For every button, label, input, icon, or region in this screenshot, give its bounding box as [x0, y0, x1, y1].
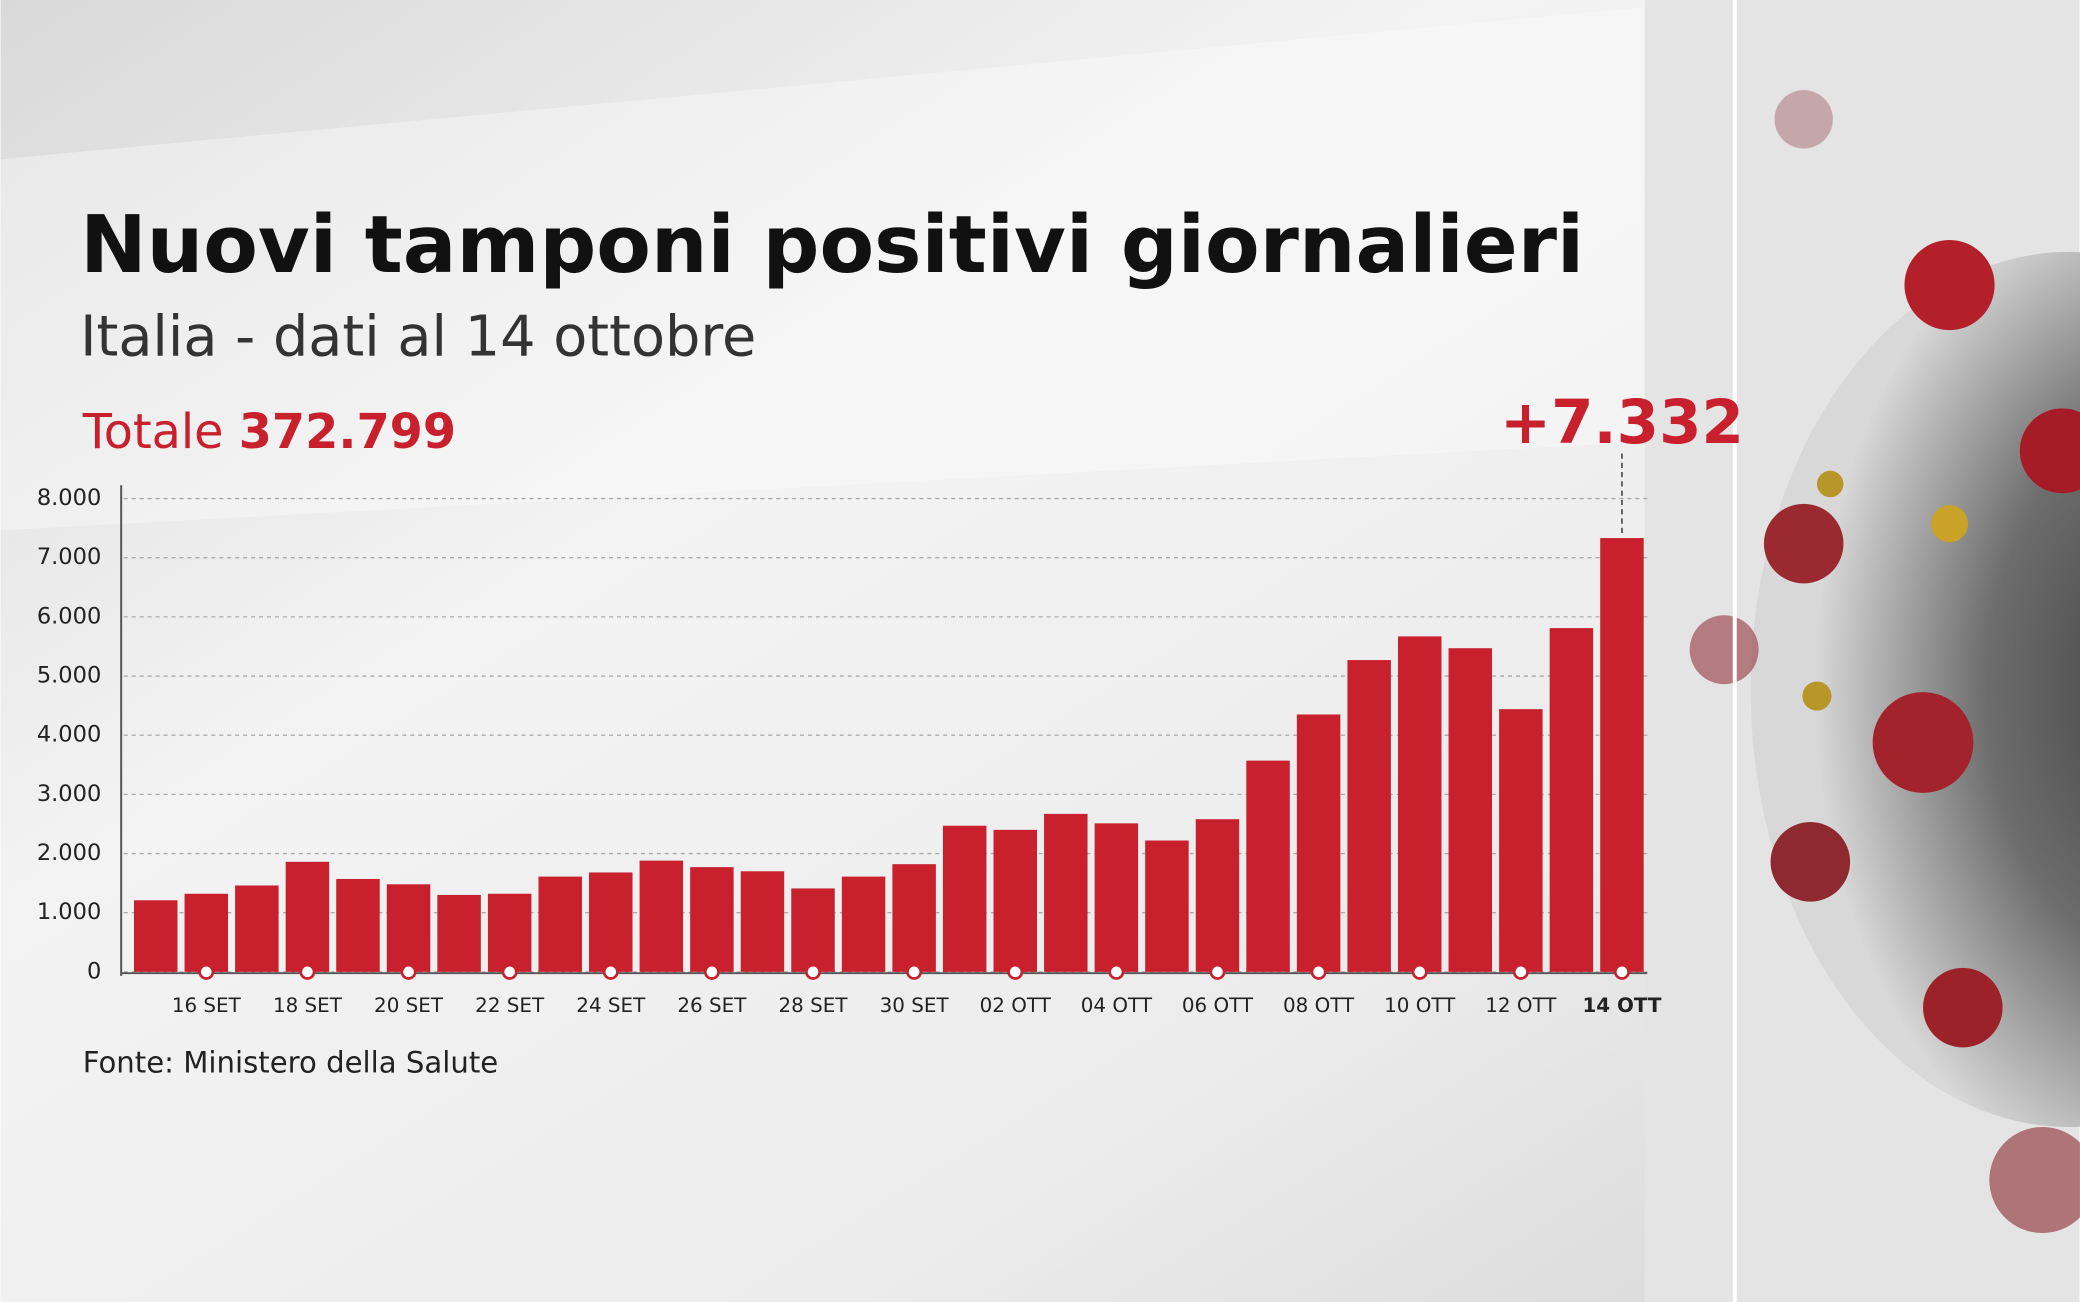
y-tick-label: 1.000 — [37, 899, 101, 925]
x-tick-label: 20 SET — [374, 994, 444, 1017]
x-tick-label: 18 SET — [273, 994, 343, 1017]
x-tick-marker — [1310, 963, 1327, 980]
bar — [538, 876, 582, 972]
y-tick-label: 6.000 — [37, 603, 101, 629]
bar — [235, 885, 279, 972]
virus-illustration — [1644, 0, 2080, 1302]
bar — [690, 867, 734, 972]
y-tick-label: 5.000 — [37, 663, 101, 689]
bar — [740, 871, 785, 972]
x-tick-marker — [703, 963, 720, 980]
bar — [133, 900, 178, 972]
bar — [437, 894, 481, 972]
y-tick-label: 0 — [87, 958, 101, 984]
y-tick-label: 4.000 — [37, 722, 101, 748]
bar — [1246, 760, 1290, 972]
bar — [589, 872, 633, 972]
x-tick-label: 02 OTT — [980, 994, 1052, 1017]
bar — [1347, 660, 1391, 972]
bar — [1296, 714, 1341, 972]
x-tick-marker — [1209, 963, 1226, 980]
x-tick-marker — [299, 963, 316, 980]
x-tick-marker — [805, 963, 821, 980]
bar — [1397, 636, 1442, 972]
x-tick-marker — [602, 963, 619, 980]
x-tick-label: 08 OTT — [1283, 994, 1355, 1017]
x-tick-label: 26 SET — [677, 994, 747, 1017]
bar — [892, 864, 936, 972]
x-tick-label: 28 SET — [779, 994, 849, 1017]
chart-title: Nuovi tamponi positivi giornalieri — [80, 198, 1584, 291]
y-tick-label: 2.000 — [37, 840, 101, 866]
x-tick-label: 16 SET — [172, 994, 242, 1017]
x-tick-label: 12 OTT — [1485, 994, 1557, 1017]
x-tick-marker — [198, 963, 215, 980]
x-tick-marker — [906, 963, 923, 980]
bar — [1195, 819, 1240, 972]
x-tick-label: 22 SET — [475, 994, 545, 1017]
background-shine — [0, 0, 1725, 531]
bar — [993, 829, 1037, 972]
x-tick-marker — [1512, 963, 1529, 980]
total: Totale 372.799 — [82, 405, 456, 460]
bar — [1094, 823, 1139, 972]
bar — [791, 888, 835, 972]
x-tick-marker — [1614, 963, 1630, 980]
y-tick-label: 7.000 — [37, 544, 101, 570]
x-tick-marker — [400, 963, 417, 980]
y-tick-label: 3.000 — [37, 781, 101, 807]
bar — [1549, 628, 1594, 972]
bar — [1600, 538, 1644, 972]
bar — [1044, 813, 1088, 972]
total-label: Totale — [82, 405, 224, 460]
x-tick-marker — [1108, 963, 1125, 980]
chart-subtitle: Italia - dati al 14 ottobre — [80, 304, 756, 369]
x-tick-label: 04 OTT — [1081, 994, 1153, 1017]
x-tick-marker — [1411, 963, 1428, 980]
bar — [1499, 709, 1543, 972]
x-tick-label: 14 OTT — [1582, 994, 1661, 1017]
bar — [1448, 648, 1493, 972]
x-tick-label: 30 SET — [880, 994, 950, 1017]
x-tick-marker — [1007, 963, 1024, 980]
bar — [1145, 840, 1189, 972]
x-tick-label: 24 SET — [576, 994, 646, 1017]
bar — [285, 861, 330, 972]
source: Fonte: Ministero della Salute — [83, 1046, 498, 1080]
bar — [487, 893, 532, 972]
bar — [336, 878, 380, 972]
value-label: +7.332 — [1500, 387, 1744, 458]
x-tick-label: 06 OTT — [1182, 994, 1254, 1017]
total-value: 372.799 — [239, 405, 456, 460]
bar — [841, 876, 886, 972]
x-tick-marker — [501, 963, 518, 980]
bar — [942, 825, 987, 972]
bar — [639, 860, 684, 972]
bar — [386, 884, 431, 972]
bar — [184, 893, 229, 972]
x-tick-label: 10 OTT — [1384, 994, 1456, 1017]
y-tick-label: 8.000 — [37, 485, 101, 511]
